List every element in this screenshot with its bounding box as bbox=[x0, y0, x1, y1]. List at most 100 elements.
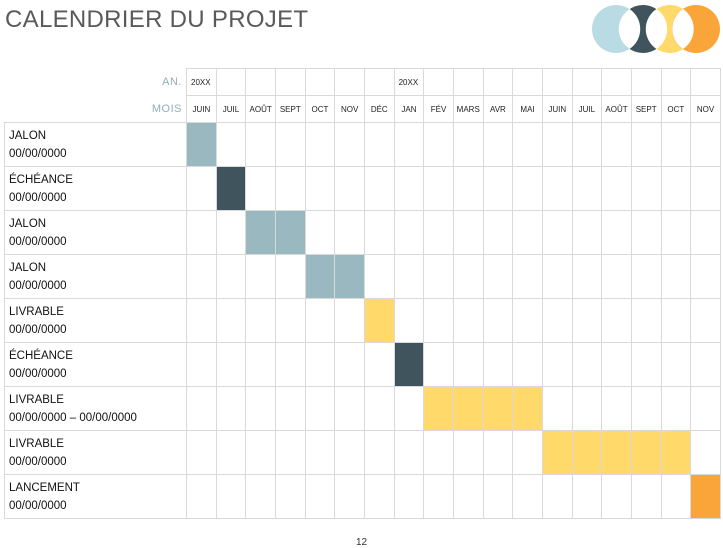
month-cell: MARS bbox=[452, 95, 484, 123]
task-row: LANCEMENT 00/00/0000 bbox=[4, 474, 721, 519]
timeline-bar-cell bbox=[571, 430, 603, 475]
timeline-cell bbox=[274, 430, 306, 475]
task-row: JALON 00/00/0000 bbox=[4, 122, 721, 167]
timeline-cell bbox=[423, 342, 454, 387]
timeline-cell bbox=[334, 298, 365, 343]
timeline-cell bbox=[363, 474, 395, 519]
timeline-cell bbox=[245, 474, 276, 519]
timeline-cell bbox=[334, 386, 365, 431]
timeline-cell bbox=[274, 166, 306, 211]
year-cell bbox=[423, 68, 454, 96]
month-cell: JUIN bbox=[541, 95, 573, 123]
task-kind: ÉCHÉANCE bbox=[9, 173, 73, 186]
year-cell bbox=[304, 68, 336, 96]
timeline-cell bbox=[660, 298, 692, 343]
year-cell bbox=[215, 68, 247, 96]
timeline-cell bbox=[304, 430, 336, 475]
timeline-cell bbox=[452, 166, 484, 211]
timeline-bar-cell bbox=[660, 430, 692, 475]
timeline-bar-cell bbox=[245, 210, 276, 255]
timeline-cell bbox=[304, 474, 336, 519]
timeline-cell bbox=[601, 386, 632, 431]
task-kind: LIVRABLE bbox=[9, 305, 64, 318]
timeline-cell bbox=[186, 430, 217, 475]
timeline-cell bbox=[393, 474, 425, 519]
task-kind: JALON bbox=[9, 217, 47, 230]
timeline-cell bbox=[304, 386, 336, 431]
task-kind: ÉCHÉANCE bbox=[9, 349, 73, 362]
month-cell: OCT bbox=[660, 95, 692, 123]
timeline-cell bbox=[482, 210, 514, 255]
task-label: LANCEMENT 00/00/0000 bbox=[4, 474, 187, 519]
month-cell: MAI bbox=[512, 95, 543, 123]
timeline-cell bbox=[690, 122, 721, 167]
timeline-cell bbox=[334, 166, 365, 211]
timeline-cell bbox=[274, 122, 306, 167]
year-cell bbox=[334, 68, 365, 96]
timeline-cell bbox=[512, 342, 543, 387]
year-header-row: AN. 20XX 20XX bbox=[5, 68, 721, 96]
timeline-bar-cell bbox=[541, 430, 573, 475]
task-label: LIVRABLE 00/00/0000 bbox=[4, 430, 187, 475]
timeline-cell bbox=[245, 298, 276, 343]
task-label: ÉCHÉANCE 00/00/0000 bbox=[4, 342, 187, 387]
timeline-cell bbox=[452, 122, 484, 167]
year-cell bbox=[363, 68, 395, 96]
task-row: ÉCHÉANCE 00/00/0000 bbox=[4, 342, 721, 387]
task-date: 00/00/0000 bbox=[9, 323, 67, 336]
timeline-cell bbox=[630, 210, 662, 255]
timeline-cell bbox=[393, 386, 425, 431]
timeline-cell bbox=[660, 210, 692, 255]
year-cell: 20XX bbox=[186, 68, 217, 96]
timeline-cell bbox=[630, 166, 662, 211]
timeline-cell bbox=[452, 210, 484, 255]
timeline-cell bbox=[215, 474, 247, 519]
timeline-bar-cell bbox=[186, 122, 217, 167]
task-label: JALON 00/00/0000 bbox=[4, 122, 187, 167]
task-row: JALON 00/00/0000 bbox=[4, 254, 721, 299]
month-row-label: MOIS bbox=[4, 95, 187, 123]
timeline-cell bbox=[215, 386, 247, 431]
year-cell bbox=[690, 68, 721, 96]
task-kind: JALON bbox=[9, 261, 47, 274]
month-cell: DÉC bbox=[363, 95, 395, 123]
timeline-cell bbox=[541, 122, 573, 167]
timeline-cell bbox=[571, 474, 603, 519]
timeline-cell bbox=[423, 210, 454, 255]
task-row: JALON 00/00/0000 bbox=[4, 210, 721, 255]
month-header-row: MOIS JUIN JUIL AOÛT SEPT OCT NOV DÉC JAN FÉV MARS A… bbox=[4, 95, 721, 123]
timeline-cell bbox=[452, 342, 484, 387]
timeline-cell bbox=[245, 166, 276, 211]
timeline-cell bbox=[690, 430, 721, 475]
timeline-cell bbox=[482, 430, 514, 475]
month-cell: SEPT bbox=[630, 95, 662, 123]
timeline-cell bbox=[363, 386, 395, 431]
task-kind: LANCEMENT bbox=[9, 481, 80, 494]
timeline-cell bbox=[512, 166, 543, 211]
month-cell: NOV bbox=[690, 95, 721, 123]
timeline-cell bbox=[274, 298, 306, 343]
year-cell bbox=[601, 68, 632, 96]
timeline-cell bbox=[393, 254, 425, 299]
timeline-cell bbox=[215, 342, 247, 387]
page-title: CALENDRIER DU PROJET bbox=[5, 6, 309, 33]
task-date: 00/00/0000 bbox=[9, 455, 67, 468]
month-cell: JUIL bbox=[215, 95, 247, 123]
timeline-cell bbox=[363, 166, 395, 211]
task-label: JALON 00/00/0000 bbox=[4, 210, 187, 255]
timeline-cell bbox=[186, 342, 217, 387]
year-cell bbox=[452, 68, 484, 96]
timeline-bar-cell bbox=[601, 430, 632, 475]
timeline-cell bbox=[512, 122, 543, 167]
timeline-cell bbox=[245, 430, 276, 475]
timeline-cell bbox=[452, 430, 484, 475]
timeline-cell bbox=[541, 298, 573, 343]
timeline-cell bbox=[334, 210, 365, 255]
timeline-bar-cell bbox=[363, 298, 395, 343]
timeline-cell bbox=[482, 474, 514, 519]
timeline-cell bbox=[571, 342, 603, 387]
year-cell bbox=[541, 68, 573, 96]
timeline-cell bbox=[245, 122, 276, 167]
task-row: LIVRABLE 00/00/0000 bbox=[4, 430, 721, 475]
year-cell bbox=[660, 68, 692, 96]
